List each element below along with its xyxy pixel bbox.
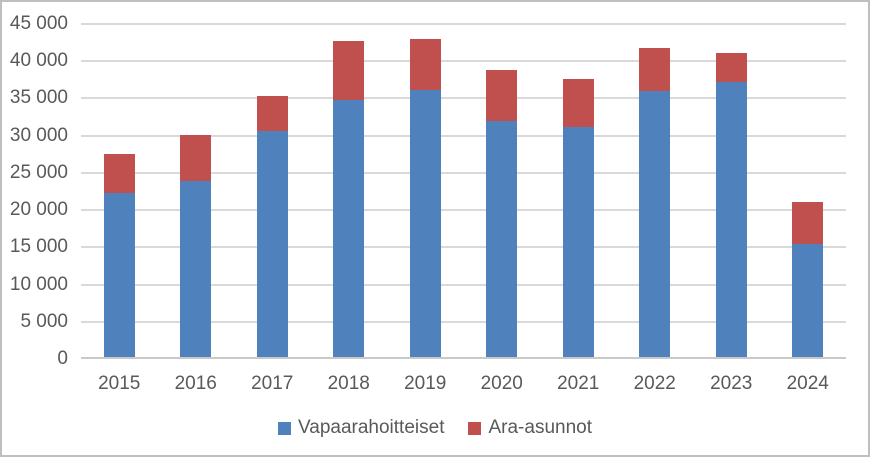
gridline xyxy=(81,60,846,63)
bar-2019-vapaarahoitteiset xyxy=(409,89,441,357)
y-axis-tick-label: 10 000 xyxy=(9,273,68,295)
x-axis-label-2019: 2019 xyxy=(404,373,447,394)
x-axis-label-2020: 2020 xyxy=(480,373,523,394)
legend-swatch-ara-asunnot xyxy=(468,421,482,435)
bar-2020-vapaarahoitteiset xyxy=(486,121,518,357)
gridline xyxy=(81,23,846,25)
y-axis-tick-label: 5 000 xyxy=(20,310,68,332)
plot-area xyxy=(81,0,846,359)
gridline xyxy=(81,171,846,174)
bar-2022-ara-asunnot xyxy=(639,48,671,91)
bar-2023-ara-asunnot xyxy=(715,52,747,82)
bar-2017-vapaarahoitteiset xyxy=(256,131,288,357)
y-axis-tick-label: 45 000 xyxy=(9,13,68,34)
y-axis-tick-label: 30 000 xyxy=(9,124,68,146)
bar-2023-vapaarahoitteiset xyxy=(715,81,747,357)
bar-2015-ara-asunnot xyxy=(103,153,135,194)
x-axis-label-2024: 2024 xyxy=(786,373,829,394)
gridline xyxy=(81,209,846,212)
x-axis-label-2021: 2021 xyxy=(557,373,600,394)
bar-2017-ara-asunnot xyxy=(256,95,288,132)
bar-2022-vapaarahoitteiset xyxy=(639,90,671,357)
gridline xyxy=(81,283,846,286)
gridline xyxy=(81,320,846,323)
bar-2019-ara-asunnot xyxy=(409,39,441,90)
y-axis-tick-label: 25 000 xyxy=(9,161,68,183)
legend-label: Ara-asunnot xyxy=(488,417,592,438)
x-axis-label-2023: 2023 xyxy=(710,373,753,394)
x-axis-label-2022: 2022 xyxy=(633,373,676,394)
gridline xyxy=(81,246,846,249)
legend-item-ara-asunnot: Ara-asunnot xyxy=(468,418,592,438)
bar-2018-vapaarahoitteiset xyxy=(333,100,365,357)
bar-2016-ara-asunnot xyxy=(180,135,212,182)
bar-2018-ara-asunnot xyxy=(333,41,365,101)
x-axis-label-2016: 2016 xyxy=(174,373,217,394)
x-axis-label-2017: 2017 xyxy=(251,373,294,394)
bar-2020-ara-asunnot xyxy=(486,69,518,122)
x-axis-label-2018: 2018 xyxy=(327,373,370,394)
bar-2024-ara-asunnot xyxy=(792,202,824,244)
y-axis-tick-label: 35 000 xyxy=(9,87,68,109)
bar-2015-vapaarahoitteiset xyxy=(103,193,135,357)
bar-2021-ara-asunnot xyxy=(562,79,594,127)
gridline xyxy=(81,97,846,100)
legend: Vapaarahoitteiset Ara-asunnot xyxy=(0,418,870,438)
x-axis-label-2015: 2015 xyxy=(98,373,141,394)
legend-swatch-vapaarahoitteiset xyxy=(278,421,291,435)
bar-2021-vapaarahoitteiset xyxy=(562,126,594,357)
legend-label: Vapaarahoitteiset xyxy=(298,417,445,438)
bar-2016-vapaarahoitteiset xyxy=(180,181,212,357)
y-axis-tick-label: 40 000 xyxy=(9,50,68,72)
legend-item-vapaarahoitteiset: Vapaarahoitteiset xyxy=(278,418,444,438)
x-axis-line xyxy=(81,357,846,359)
y-axis-tick-label: 20 000 xyxy=(9,199,68,221)
y-axis-tick-label: 15 000 xyxy=(9,236,68,258)
bar-2024-vapaarahoitteiset xyxy=(792,243,824,357)
gridline xyxy=(81,134,846,137)
y-axis-tick-label: 0 xyxy=(57,348,68,369)
